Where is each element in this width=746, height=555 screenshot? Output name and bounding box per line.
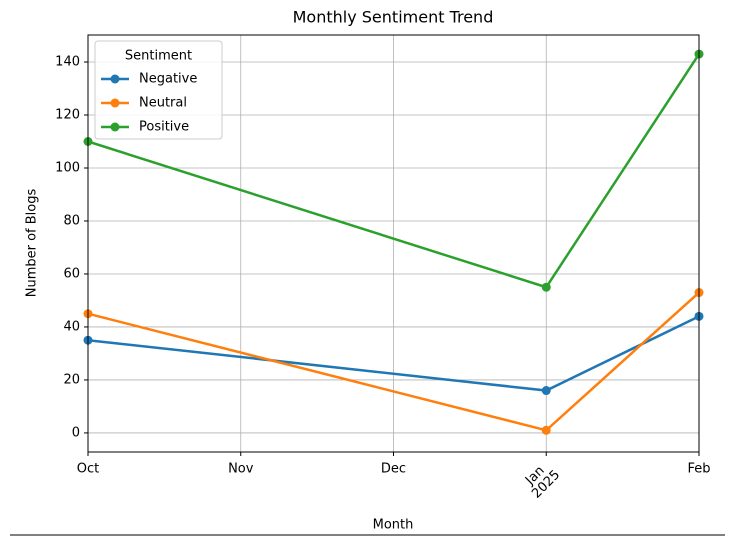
legend-box bbox=[94, 40, 223, 140]
y-tick-label: 120 bbox=[55, 108, 80, 123]
legend-label: Positive bbox=[139, 120, 189, 135]
chart-title: Monthly Sentiment Trend bbox=[293, 8, 494, 27]
point bbox=[541, 282, 551, 292]
legend-marker bbox=[110, 74, 120, 84]
y-tick-label: 60 bbox=[63, 266, 80, 281]
legend-marker bbox=[110, 98, 120, 108]
legend-marker bbox=[110, 122, 120, 132]
x-tick-label: Feb bbox=[687, 462, 710, 477]
y-tick-label: 80 bbox=[63, 213, 80, 228]
legend-title: Sentiment bbox=[125, 49, 192, 64]
y-tick-label: 40 bbox=[63, 319, 80, 334]
x-axis-label: Month bbox=[373, 518, 414, 533]
point bbox=[541, 386, 551, 396]
y-tick-label: 140 bbox=[55, 55, 80, 70]
x-tick-label: Oct bbox=[77, 462, 99, 477]
x-tick-label: Nov bbox=[228, 462, 254, 477]
y-axis-label: Number of Blogs bbox=[25, 189, 40, 298]
x-tick-label: Dec bbox=[381, 462, 406, 477]
legend-label: Negative bbox=[139, 72, 197, 87]
plot-frame bbox=[87, 34, 700, 453]
y-tick-label: 100 bbox=[55, 160, 80, 175]
legend-label: Neutral bbox=[139, 96, 187, 111]
y-tick-label: 0 bbox=[72, 425, 80, 440]
y-tick-label: 20 bbox=[63, 372, 80, 387]
point bbox=[541, 425, 551, 435]
